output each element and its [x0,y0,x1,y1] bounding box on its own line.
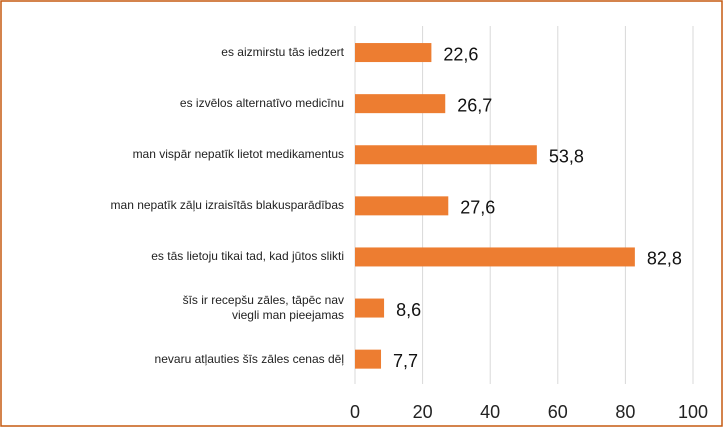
y-tick-label: man vispār nepatīk lietot medikamentus [132,147,344,162]
x-tick-label: 80 [615,402,635,422]
data-label: 82,8 [647,249,682,269]
x-tick-label: 20 [413,402,433,422]
data-label: 7,7 [393,351,418,371]
data-label: 26,7 [457,95,492,115]
bar [355,247,635,267]
x-tick-label: 40 [480,402,500,422]
y-tick-label: es izvēlos alternatīvo medicīnu [179,96,344,111]
bar [355,196,449,216]
y-tick-label: man nepatīk zāļu izraisītās blakusparādī… [110,198,344,213]
bar [355,349,382,369]
y-tick-label: šīs ir recepšu zāles, tāpēc nav viegli m… [182,293,344,323]
data-label: 27,6 [460,198,495,218]
bar [355,298,385,318]
data-label: 22,6 [443,44,478,64]
y-tick-label: nevaru atļauties šīs zāles cenas dēļ [154,351,344,366]
bar [355,145,537,165]
data-label: 53,8 [549,147,584,167]
x-tick-label: 0 [350,402,360,422]
x-tick-label: 60 [548,402,568,422]
bar [355,43,432,63]
x-tick-label: 100 [678,402,708,422]
y-tick-label: es tās lietoju tikai tad, kad jūtos slik… [151,249,344,264]
bar [355,94,446,114]
y-tick-label: es aizmirstu tās iedzert [221,45,344,60]
data-label: 8,6 [396,300,421,320]
